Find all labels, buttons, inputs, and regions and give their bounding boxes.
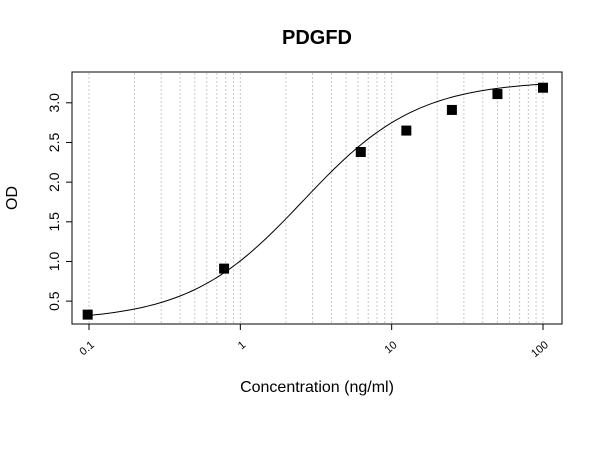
y-tick-label: 2.0 bbox=[46, 172, 62, 192]
fit-curve bbox=[87, 83, 544, 317]
data-point bbox=[355, 146, 366, 157]
data-point bbox=[492, 89, 503, 100]
y-tick-label: 3.0 bbox=[46, 93, 62, 113]
x-tick-label: 100 bbox=[529, 339, 551, 360]
data-point bbox=[219, 263, 230, 274]
data-point bbox=[401, 125, 412, 136]
plot-frame bbox=[71, 71, 563, 325]
y-tick-label: 2.5 bbox=[46, 133, 62, 153]
y-axis: 0.5 1.0 1.5 2.0 2.5 3.0 bbox=[46, 93, 72, 311]
x-axis-label: Concentration (ng/ml) bbox=[240, 379, 394, 396]
data-point bbox=[82, 309, 93, 320]
data-point bbox=[446, 104, 457, 115]
x-tick-label: 1 bbox=[236, 339, 248, 352]
data-point bbox=[538, 82, 548, 93]
y-tick-label: 0.5 bbox=[46, 291, 62, 311]
grid-lines bbox=[88, 73, 544, 323]
x-tick-label: 0.1 bbox=[77, 339, 96, 358]
y-axis-label: OD bbox=[4, 186, 21, 210]
x-tick-label: 10 bbox=[382, 339, 399, 356]
chart-title: PDGFD bbox=[282, 27, 352, 49]
y-tick-label: 1.0 bbox=[46, 252, 62, 272]
data-points bbox=[82, 82, 548, 320]
x-axis: 0.1 1 10 100 bbox=[77, 324, 551, 360]
y-tick-label: 1.5 bbox=[46, 212, 62, 232]
